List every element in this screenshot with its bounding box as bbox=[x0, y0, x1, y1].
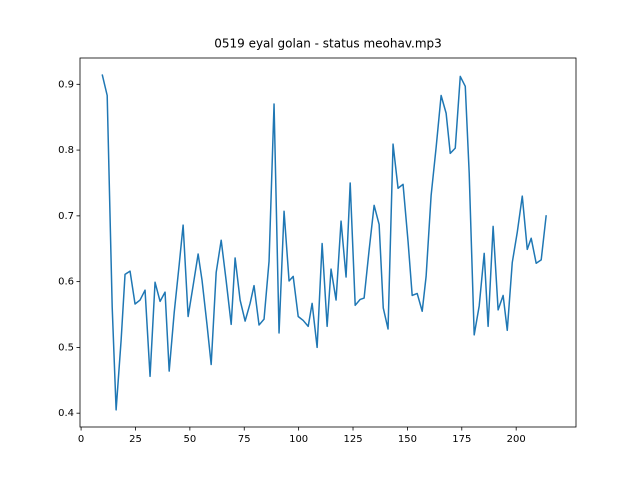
x-tick-label: 175 bbox=[452, 434, 471, 445]
x-tick-label: 200 bbox=[507, 434, 526, 445]
chart-title: 0519 eyal golan - status meohav.mp3 bbox=[214, 37, 442, 51]
y-tick-label: 0.9 bbox=[58, 79, 74, 90]
y-tick-label: 0.4 bbox=[58, 408, 74, 419]
axes-frame bbox=[79, 57, 577, 428]
y-tick-label: 0.7 bbox=[58, 211, 74, 222]
y-tick-label: 0.8 bbox=[58, 145, 74, 156]
line-series bbox=[101, 74, 547, 411]
x-tick-label: 25 bbox=[129, 434, 142, 445]
x-tick-label: 0 bbox=[78, 434, 84, 445]
x-tick-label: 75 bbox=[238, 434, 251, 445]
y-tick-label: 0.6 bbox=[58, 277, 74, 288]
x-tick-label: 100 bbox=[289, 434, 308, 445]
x-tick-label: 50 bbox=[183, 434, 196, 445]
y-tick-label: 0.5 bbox=[58, 342, 74, 353]
x-tick-label: 150 bbox=[398, 434, 417, 445]
x-tick-label: 125 bbox=[343, 434, 362, 445]
